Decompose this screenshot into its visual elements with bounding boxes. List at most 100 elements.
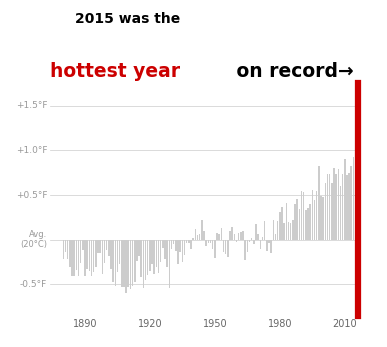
Bar	[195, 229, 196, 240]
Bar	[197, 235, 198, 240]
Bar	[275, 234, 276, 240]
Bar	[180, 240, 181, 252]
Bar	[86, 240, 88, 269]
Bar	[151, 240, 153, 264]
Bar	[340, 186, 341, 240]
Bar	[314, 201, 315, 240]
Bar	[351, 167, 352, 240]
Bar	[210, 240, 211, 243]
Bar	[173, 240, 175, 244]
Bar	[162, 240, 164, 248]
Bar	[277, 221, 278, 240]
Bar	[283, 223, 285, 240]
Bar	[74, 240, 75, 277]
Bar	[225, 240, 226, 254]
Bar	[78, 240, 79, 276]
Bar	[227, 240, 229, 257]
Bar	[63, 240, 64, 259]
Bar	[123, 240, 125, 287]
Text: +0.5°F: +0.5°F	[16, 191, 47, 200]
Bar	[156, 240, 157, 268]
Bar	[145, 240, 146, 280]
Bar	[207, 240, 209, 243]
Bar	[329, 175, 330, 240]
Bar	[292, 220, 294, 240]
Bar	[290, 223, 291, 240]
Bar	[82, 240, 84, 251]
Bar	[218, 234, 220, 240]
Bar	[303, 192, 305, 240]
Bar	[164, 240, 166, 260]
Bar	[188, 240, 190, 243]
Bar	[242, 231, 244, 240]
Bar	[320, 196, 322, 240]
Text: 2015 was the: 2015 was the	[75, 12, 180, 26]
Bar	[348, 173, 350, 240]
Bar	[294, 204, 296, 240]
Text: +1.5°F: +1.5°F	[16, 101, 47, 110]
Bar	[184, 240, 185, 255]
Bar	[353, 156, 354, 240]
Bar	[147, 240, 149, 274]
Bar	[166, 240, 168, 266]
Bar	[75, 240, 77, 270]
Bar	[190, 240, 192, 249]
Bar	[149, 240, 151, 271]
Bar	[301, 191, 302, 240]
Bar	[231, 227, 233, 240]
Text: Avg.
(20°C): Avg. (20°C)	[20, 230, 47, 249]
Bar	[93, 240, 94, 272]
Bar	[298, 209, 300, 240]
Bar	[127, 240, 129, 287]
Bar	[169, 240, 170, 288]
Bar	[91, 240, 92, 277]
Bar	[115, 240, 116, 286]
Bar	[158, 240, 159, 273]
Bar	[199, 234, 200, 240]
Bar	[281, 207, 283, 240]
Bar	[223, 240, 224, 252]
Bar	[67, 240, 68, 259]
Bar	[119, 240, 120, 264]
Bar	[255, 224, 257, 240]
Bar	[260, 240, 261, 249]
Bar	[132, 240, 134, 286]
Bar	[344, 159, 346, 240]
Bar	[71, 240, 73, 277]
Bar	[140, 240, 142, 277]
Bar	[203, 231, 205, 240]
Bar	[99, 240, 101, 253]
Bar	[342, 174, 343, 240]
Bar	[236, 240, 237, 243]
Bar	[97, 240, 99, 253]
Bar	[112, 240, 114, 282]
Bar	[205, 240, 207, 246]
Bar	[245, 240, 246, 260]
Bar	[108, 240, 110, 256]
Bar	[130, 240, 131, 289]
Bar	[95, 240, 96, 268]
Bar	[336, 175, 337, 240]
Bar	[101, 240, 103, 274]
Bar	[322, 197, 324, 240]
Bar	[89, 240, 90, 271]
Bar	[186, 240, 187, 243]
Bar	[221, 228, 222, 240]
Bar	[271, 240, 272, 253]
Bar	[296, 198, 298, 240]
Bar	[182, 240, 183, 262]
Bar	[272, 220, 274, 240]
Bar	[234, 234, 235, 240]
Bar	[266, 240, 267, 251]
Bar	[84, 240, 86, 276]
Text: hottest year: hottest year	[50, 62, 180, 81]
Bar	[171, 240, 172, 249]
Bar	[264, 221, 265, 240]
Bar	[214, 240, 216, 257]
Bar	[346, 175, 348, 240]
Bar	[312, 190, 313, 240]
Bar	[355, 121, 356, 240]
Bar	[192, 238, 194, 240]
Bar	[337, 169, 339, 240]
Bar	[307, 208, 309, 240]
